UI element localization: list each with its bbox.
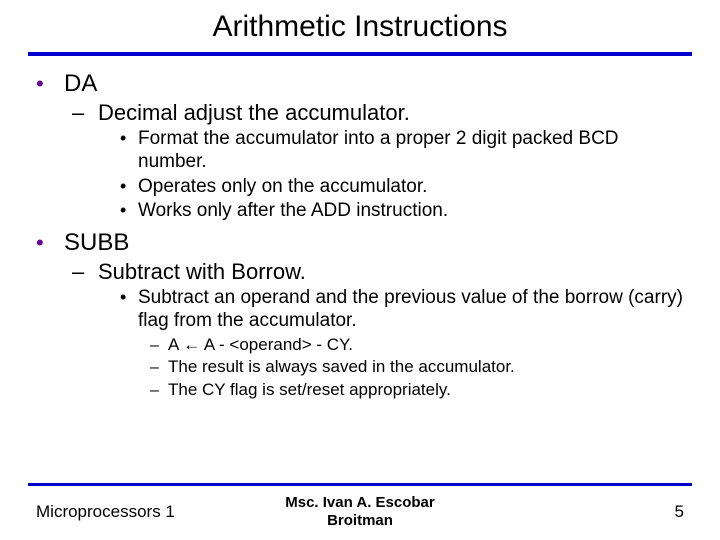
list-item: • Subtract an operand and the previous v…: [36, 287, 684, 333]
slide-title: Arithmetic Instructions: [0, 0, 720, 52]
list-item: – Subtract with Borrow.: [36, 259, 684, 285]
dash-icon: –: [150, 337, 168, 355]
list-item: – Decimal adjust the accumulator.: [36, 100, 684, 126]
bullet-icon: •: [120, 287, 138, 308]
slide-footer: Microprocessors 1 Msc. Ivan A. Escobar B…: [0, 490, 720, 534]
footer-left: Microprocessors 1: [36, 502, 252, 522]
list-item: – A ← A - <operand> - CY.: [36, 335, 684, 355]
bullet-icon: •: [120, 200, 138, 221]
bullet-icon: •: [120, 176, 138, 197]
list-item-label: A ← A - <operand> - CY.: [168, 335, 353, 355]
dash-icon: –: [150, 382, 168, 400]
footer-page-number: 5: [468, 502, 684, 522]
footer-author-line2: Broitman: [327, 512, 393, 529]
bullet-icon: •: [36, 232, 64, 254]
list-item: • Format the accumulator into a proper 2…: [36, 128, 684, 174]
footer-author-line1: Msc. Ivan A. Escobar: [285, 494, 435, 511]
footer-center: Msc. Ivan A. Escobar Broitman: [252, 494, 468, 530]
dash-icon: –: [72, 259, 98, 285]
dash-icon: –: [150, 359, 168, 377]
list-item-label: SUBB: [64, 229, 129, 257]
list-item-label: Subtract an operand and the previous val…: [138, 287, 684, 333]
list-item: • Works only after the ADD instruction.: [36, 200, 684, 223]
dash-icon: –: [72, 100, 98, 126]
bullet-icon: •: [36, 73, 64, 95]
list-item-label: Decimal adjust the accumulator.: [98, 100, 410, 126]
list-item-label: The CY flag is set/reset appropriately.: [168, 380, 451, 400]
list-item: – The result is always saved in the accu…: [36, 357, 684, 377]
list-item-label: Operates only on the accumulator.: [138, 176, 427, 199]
list-item: • Operates only on the accumulator.: [36, 176, 684, 199]
list-item-label: Subtract with Borrow.: [98, 259, 306, 285]
list-item-label: Format the accumulator into a proper 2 d…: [138, 128, 684, 174]
slide-content: • DA – Decimal adjust the accumulator. •…: [0, 56, 720, 400]
bullet-icon: •: [120, 128, 138, 149]
list-item-label: DA: [64, 70, 97, 98]
list-item: • DA: [36, 70, 684, 98]
list-item: • SUBB: [36, 229, 684, 257]
footer-rule: [28, 483, 692, 486]
list-item-label: The result is always saved in the accumu…: [168, 357, 515, 377]
list-item: – The CY flag is set/reset appropriately…: [36, 380, 684, 400]
list-item-label: Works only after the ADD instruction.: [138, 200, 448, 223]
